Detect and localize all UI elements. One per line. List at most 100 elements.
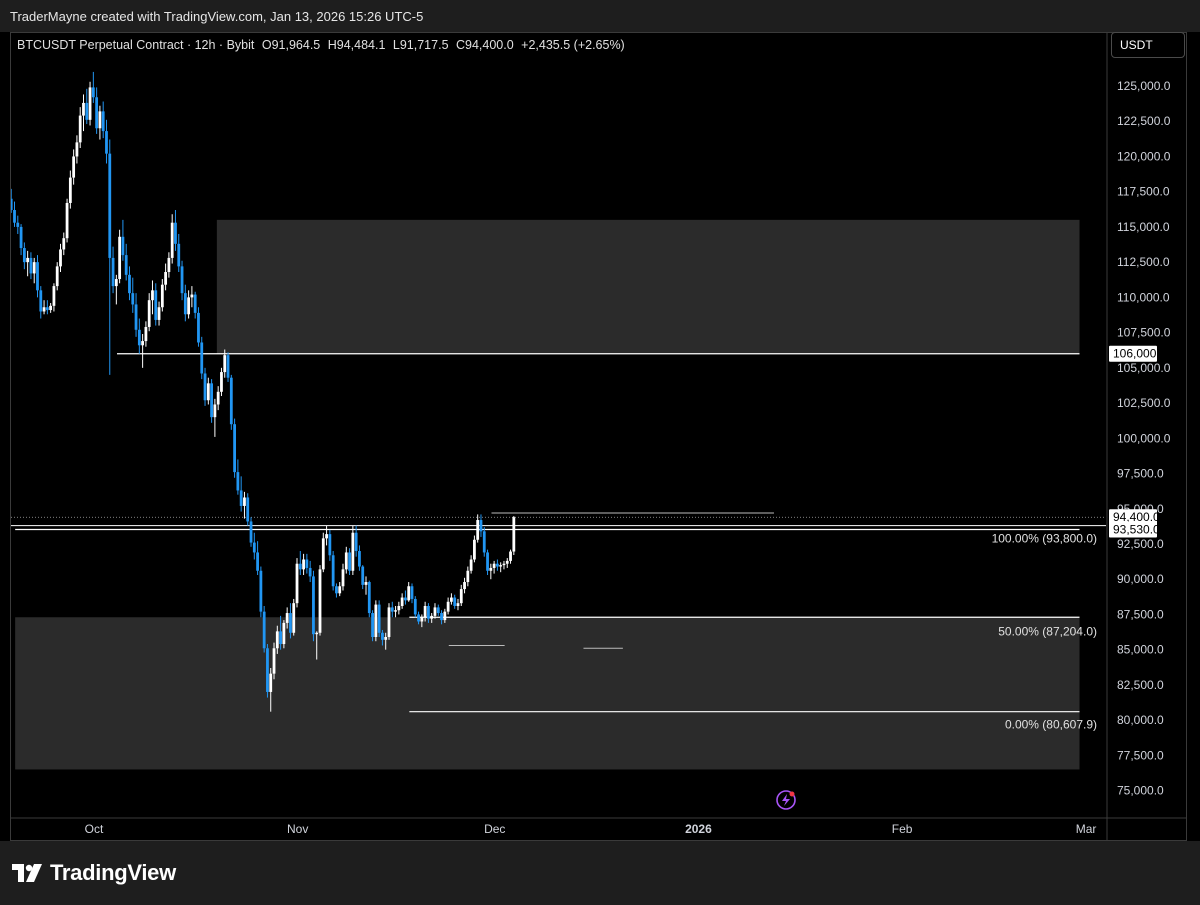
candle-body — [32, 262, 36, 274]
candle-body — [410, 586, 414, 599]
candle-body — [282, 622, 286, 645]
tradingview-logo[interactable]: TradingView — [12, 860, 176, 886]
candle-body — [187, 297, 191, 315]
candle-body — [98, 111, 102, 129]
legend-open: O91,964.5 — [261, 38, 321, 52]
candle-body — [292, 603, 296, 633]
candle-body — [216, 391, 220, 405]
candle-body — [26, 257, 30, 263]
candle-body — [463, 582, 466, 590]
attribution-bar: TraderMayne created with TradingView.com… — [0, 0, 1200, 32]
candle-body — [413, 598, 417, 615]
candle-body — [394, 610, 397, 612]
fib-label-3: 0.00% (80,607.9) — [1005, 718, 1097, 732]
candle-body — [154, 290, 158, 320]
candle-body — [78, 115, 82, 143]
candle-body — [417, 614, 420, 622]
candle-body — [374, 604, 378, 637]
candle-body — [344, 552, 348, 570]
candle-body — [446, 601, 450, 612]
candle-body — [252, 542, 256, 553]
price-label-text-1: 106,000.0 — [1113, 347, 1167, 361]
candle-body — [423, 605, 427, 618]
candle-body — [466, 570, 470, 583]
candle-body — [489, 567, 493, 571]
y-tick-label: 122,500.0 — [1117, 114, 1171, 128]
candle-body — [279, 631, 282, 645]
candle-body — [512, 517, 516, 552]
brand-name: TradingView — [50, 860, 176, 885]
attribution-text: TraderMayne created with TradingView.com… — [10, 9, 424, 24]
x-tick-label: Oct — [85, 822, 104, 836]
candle-body — [36, 262, 39, 291]
legend-high: H94,484.1 — [327, 38, 386, 52]
candle-body — [164, 272, 168, 285]
candle-body — [486, 552, 489, 571]
x-tick-label: Mar — [1076, 822, 1097, 836]
candle-body — [45, 307, 49, 311]
candle-body — [131, 293, 135, 305]
symbol-legend: BTCUSDT Perpetual Contract · 12h · Bybit… — [17, 38, 629, 52]
candle-body — [371, 613, 374, 637]
candle-body — [72, 156, 76, 178]
candle-body — [430, 615, 434, 619]
candle-body — [220, 372, 223, 392]
y-tick-label: 117,500.0 — [1117, 185, 1170, 199]
candle-body — [124, 255, 128, 275]
candle-body — [397, 605, 401, 611]
candle-body — [160, 284, 164, 308]
candle-body — [91, 87, 95, 98]
candle-body — [259, 570, 263, 612]
y-tick-label: 85,000.0 — [1117, 643, 1164, 657]
y-tick-label: 82,500.0 — [1117, 678, 1164, 692]
zone-box-2 — [15, 617, 1080, 770]
y-tick-label: 107,500.0 — [1117, 326, 1171, 340]
candle-body — [453, 597, 457, 606]
candle-body — [246, 497, 250, 522]
candle-body — [262, 611, 266, 649]
candle-body — [476, 520, 480, 540]
candle-body — [144, 326, 148, 342]
candle-body — [295, 563, 299, 604]
candle-body — [128, 274, 131, 294]
candle-body — [338, 586, 342, 594]
price-chart[interactable]: 100.00% (93,800.0) 50.00% (87,204.0) 0.00%… — [0, 0, 1200, 841]
candle-body — [436, 607, 440, 614]
candle-body — [108, 153, 112, 258]
candle-body — [440, 613, 443, 621]
y-tick-label: 97,500.0 — [1117, 467, 1164, 481]
candle-body — [236, 472, 240, 491]
candle-body — [495, 563, 499, 567]
candle-body — [65, 202, 69, 239]
candle-body — [505, 560, 509, 564]
candle-body — [190, 294, 194, 298]
x-tick-label: Dec — [484, 822, 505, 836]
candle-body — [239, 490, 243, 506]
legend-change: +2,435.5 (+2.65%) — [521, 38, 625, 52]
candle-body — [59, 249, 62, 267]
candle-body — [407, 586, 411, 601]
candle-body — [473, 539, 476, 560]
candle-body — [312, 576, 315, 635]
currency-unit-button[interactable]: USDT — [1111, 32, 1185, 58]
candle-body — [321, 538, 325, 570]
legend-close: C94,400.0 — [456, 38, 514, 52]
candle-body — [167, 257, 171, 273]
chart-frame[interactable] — [10, 32, 1187, 841]
candle-body — [335, 586, 338, 594]
candle-body — [275, 631, 279, 649]
candle-body — [233, 424, 236, 473]
y-tick-label: 80,000.0 — [1117, 713, 1164, 727]
candle-body — [364, 582, 368, 585]
candle-body — [49, 305, 53, 311]
candle-body — [509, 551, 512, 561]
candles-group — [11, 71, 516, 712]
candle-body — [151, 290, 154, 301]
candle-body — [433, 607, 437, 616]
price-label-box-2 — [1109, 509, 1157, 526]
candle-body — [479, 520, 483, 532]
zone-box-1 — [216, 219, 1080, 354]
candle-body — [331, 555, 335, 587]
y-tick-label: 105,000.0 — [1117, 361, 1171, 375]
price-label-box-1 — [1109, 345, 1157, 362]
